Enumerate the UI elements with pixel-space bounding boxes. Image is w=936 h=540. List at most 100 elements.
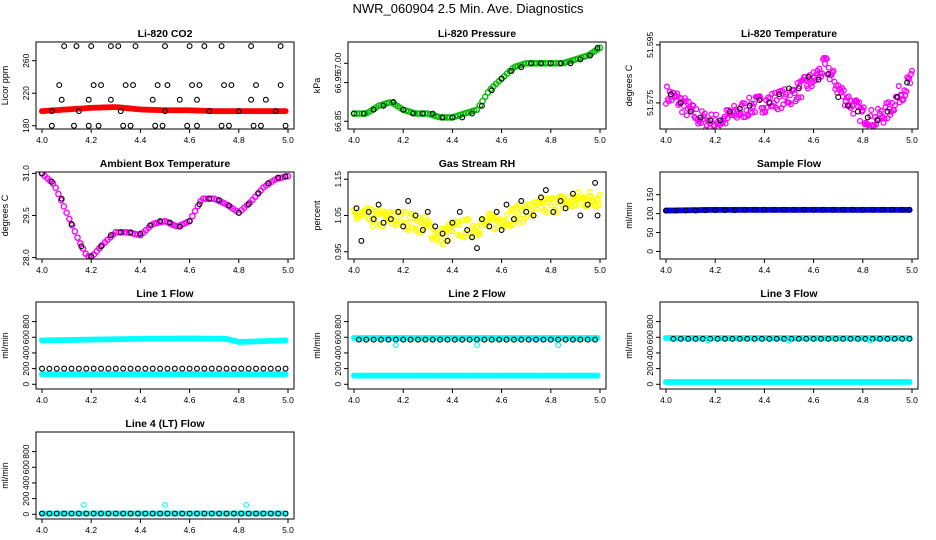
data-point xyxy=(149,96,156,103)
data-point xyxy=(216,365,223,372)
data-point xyxy=(474,245,480,252)
data-point xyxy=(815,76,822,83)
data-point xyxy=(663,207,669,214)
plot-area xyxy=(38,172,292,259)
data-point xyxy=(39,172,45,177)
data-point xyxy=(370,336,377,343)
x-tick-label: 4.4 xyxy=(446,135,458,145)
data-point xyxy=(762,109,769,116)
data-point xyxy=(238,510,245,517)
data-point xyxy=(282,108,289,115)
x-tick-label: 4.6 xyxy=(184,135,196,145)
data-point xyxy=(528,60,535,67)
data-point xyxy=(800,206,807,213)
plot-area xyxy=(39,335,289,378)
data-point xyxy=(697,114,704,121)
data-point xyxy=(360,110,367,117)
data-point xyxy=(253,365,259,372)
data-point xyxy=(529,211,536,218)
data-point xyxy=(85,96,92,103)
data-point xyxy=(53,365,60,372)
data-point xyxy=(701,110,708,117)
data-point xyxy=(370,216,377,223)
data-point xyxy=(868,106,875,114)
plot-frame xyxy=(35,431,295,520)
x-tick-label: 5.0 xyxy=(906,395,918,405)
data-point xyxy=(134,510,141,517)
data-point xyxy=(596,202,603,209)
data-point xyxy=(445,236,452,243)
data-point xyxy=(444,237,451,244)
x-tick-label: 4.0 xyxy=(348,265,360,275)
data-point xyxy=(267,510,274,517)
x-tick-label: 4.8 xyxy=(857,395,869,405)
x-tick-label: 4.2 xyxy=(85,135,97,145)
data-point xyxy=(787,101,794,108)
data-point xyxy=(379,223,386,230)
data-point xyxy=(663,83,670,90)
data-point xyxy=(786,337,792,344)
data-point xyxy=(557,60,564,67)
data-point xyxy=(577,336,584,343)
data-point xyxy=(277,43,284,50)
data-point xyxy=(751,335,758,342)
data-point xyxy=(508,206,515,213)
x-tick-label: 4.4 xyxy=(134,395,146,405)
y-tick-label: 200 xyxy=(645,361,655,375)
x-tick-label: 4.4 xyxy=(446,265,458,275)
data-point xyxy=(443,227,450,234)
data-point xyxy=(840,87,847,94)
data-point xyxy=(708,111,715,118)
data-point xyxy=(840,206,847,213)
data-point xyxy=(766,99,773,106)
data-point xyxy=(194,122,200,129)
x-tick-label: 4.0 xyxy=(660,265,672,275)
y-axis-label: percent xyxy=(312,200,322,231)
panel-title: Li-820 CO2 xyxy=(138,28,193,40)
data-point xyxy=(410,110,416,117)
plot-area xyxy=(350,44,604,121)
data-point xyxy=(518,198,525,204)
data-point xyxy=(547,60,554,67)
data-point xyxy=(223,365,230,372)
data-point xyxy=(510,216,517,223)
panel-6: Sample Flow ml/min 4.0 4.2 4.4 4.6 4.8 5.0 0 50 10… xyxy=(624,158,919,275)
data-point xyxy=(127,365,134,372)
data-point xyxy=(538,60,544,67)
data-point xyxy=(592,179,599,186)
data-point xyxy=(75,365,82,372)
data-point xyxy=(459,336,466,343)
data-point xyxy=(164,365,171,372)
data-point xyxy=(493,208,500,215)
y-tick-label: 51.595 xyxy=(645,32,655,58)
data-point xyxy=(90,510,97,517)
data-point xyxy=(803,335,810,342)
data-point xyxy=(387,216,394,223)
data-point xyxy=(835,94,842,101)
data-point xyxy=(235,108,242,115)
data-point xyxy=(771,206,778,213)
data-point xyxy=(741,206,748,213)
data-point xyxy=(547,202,554,209)
data-point xyxy=(449,114,456,121)
data-point xyxy=(825,64,832,71)
data-point xyxy=(248,96,255,103)
data-point xyxy=(68,510,75,517)
data-point xyxy=(380,219,387,226)
data-point xyxy=(503,201,510,208)
data-point xyxy=(820,206,827,213)
plot-area xyxy=(350,179,604,252)
y-tick-label: 180 xyxy=(21,118,31,132)
data-point xyxy=(221,82,227,89)
data-point xyxy=(891,335,898,342)
data-point xyxy=(68,365,75,372)
x-tick-label: 4.4 xyxy=(134,135,146,145)
data-point xyxy=(741,100,748,107)
y-axis-label: degrees C xyxy=(624,64,634,106)
data-point xyxy=(162,43,168,50)
data-point xyxy=(579,194,587,201)
data-point xyxy=(419,227,426,233)
data-point xyxy=(407,336,414,343)
data-point xyxy=(250,122,257,129)
data-point xyxy=(464,227,471,233)
